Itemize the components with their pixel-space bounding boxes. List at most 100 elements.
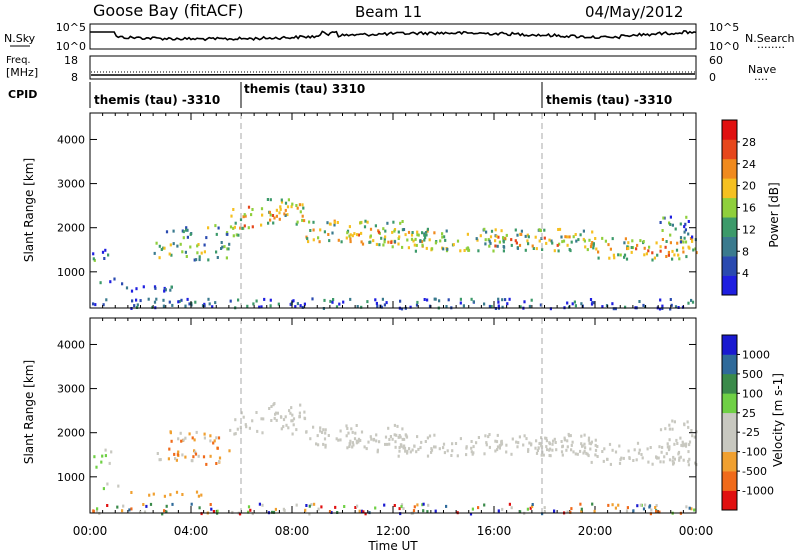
vel-cells-cell — [580, 510, 583, 514]
power-cells-cell — [527, 235, 530, 239]
power-cells-cell — [278, 211, 281, 215]
power-cells-cell — [497, 304, 500, 308]
vel-cells-cell — [398, 446, 401, 449]
vel-cells-cell — [360, 430, 364, 434]
vel-cells-cell — [400, 503, 404, 507]
vel-cells-cell — [542, 453, 545, 457]
power-cells-cell — [186, 297, 189, 301]
power-cells-cell — [501, 305, 504, 309]
vel-cells-cell — [233, 432, 236, 436]
nsky-frame — [89, 23, 697, 50]
y-tick-label: 1000 — [57, 471, 85, 484]
power-cells-cell — [423, 298, 426, 301]
power-cells-cell — [291, 202, 294, 206]
power-cells-cell — [434, 241, 437, 245]
vel-cells-cell — [678, 458, 681, 462]
power-cells-cell — [226, 232, 229, 236]
vel-cells-cell — [357, 440, 360, 444]
power-cells-cell — [261, 213, 264, 217]
power-cells-cell — [336, 221, 339, 224]
vel-cells-cell — [633, 448, 636, 452]
vel-cells-cell — [239, 512, 242, 516]
vel-cells-cell — [351, 430, 354, 434]
vel-cells-cell — [181, 453, 184, 457]
vel-cells-cell — [369, 435, 372, 439]
power-cells-cell — [530, 298, 533, 302]
power-y-ticks: 1000 2000 3000 4000 — [57, 133, 696, 279]
vel-cells-cell — [590, 460, 593, 464]
vel-cells-cell — [387, 426, 390, 430]
vel-cells-cell — [145, 504, 148, 508]
vel-cells-cell — [639, 503, 642, 507]
vel-cells-cell — [149, 502, 153, 506]
power-cells-cell — [485, 230, 488, 234]
power-cells-cell — [549, 307, 552, 311]
power-cells-cell — [399, 299, 402, 303]
velocity-colorbar-segment — [722, 451, 737, 472]
power-cells-cell — [416, 230, 419, 234]
power-cells-cell — [568, 248, 571, 251]
vel-cells-cell — [528, 441, 531, 445]
power-cells-cell — [523, 300, 526, 304]
vel-cells-cell — [658, 510, 661, 514]
power-cells-cell — [574, 304, 577, 308]
vel-cells-cell — [413, 444, 416, 448]
vel-cells-cell — [190, 502, 193, 506]
power-cells-cell — [413, 243, 416, 247]
power-cells-cell — [131, 299, 134, 303]
vel-cells-cell — [668, 458, 672, 462]
vel-cells-cell — [548, 448, 551, 452]
power-cells-cell — [360, 240, 363, 244]
vel-cells-cell — [683, 423, 686, 427]
power-cells-cell — [278, 217, 281, 221]
vel-cells-cell — [215, 462, 218, 465]
vel-cells-cell — [292, 417, 296, 421]
power-cells-cell — [678, 257, 681, 261]
vel-cells-cell — [195, 490, 199, 494]
vel-cells-cell — [454, 442, 458, 445]
vel-cells-cell — [174, 457, 177, 461]
power-cells-cell — [592, 243, 595, 247]
power-cells-cell — [558, 242, 561, 246]
vel-cells-cell — [217, 436, 221, 440]
power-cells-cell — [472, 300, 475, 304]
power-cells-cell — [154, 286, 157, 290]
vel-cells-cell — [484, 434, 487, 438]
power-cells-cell — [659, 221, 662, 224]
vel-cells-cell — [349, 442, 352, 446]
vel-cells-cell — [351, 445, 354, 449]
vel-cells-cell — [635, 458, 638, 462]
vel-cells-cell — [388, 438, 391, 441]
power-cells-cell — [327, 233, 330, 236]
vel-cells-cell — [594, 453, 597, 457]
vel-cells-cell — [609, 462, 612, 466]
vel-cells-cell — [584, 446, 587, 450]
power-cells-cell — [489, 235, 493, 239]
power-cells-cell — [92, 302, 95, 306]
power-cells-cell — [211, 305, 214, 309]
power-cells-cell — [612, 307, 615, 311]
vel-cells-cell — [248, 426, 251, 430]
vel-cells-cell — [671, 419, 674, 423]
power-cells-cell — [663, 216, 666, 220]
vel-cells-cell — [405, 435, 409, 439]
vel-cells-cell — [110, 450, 113, 454]
power-cells-cell — [410, 233, 414, 237]
power-cells-cell — [255, 299, 258, 303]
vel-cells-cell — [287, 426, 290, 430]
vel-cells-cell — [536, 449, 539, 452]
power-cells-cell — [661, 238, 664, 241]
vel-cells-cell — [561, 453, 564, 457]
power-cells-cell — [443, 235, 446, 239]
vel-cells-cell — [527, 449, 530, 453]
power-colorbar-tick-label: 28 — [742, 136, 756, 149]
power-cells-cell — [223, 245, 226, 249]
power-cells-cell — [294, 305, 297, 309]
vel-cells-cell — [472, 451, 475, 455]
vel-cells-cell — [339, 429, 342, 433]
power-cells-cell — [626, 245, 629, 249]
power-cells-cell — [208, 302, 211, 306]
power-cells-cell — [682, 246, 685, 250]
power-cells-cell — [397, 242, 400, 246]
vel-cells-cell — [104, 448, 107, 452]
